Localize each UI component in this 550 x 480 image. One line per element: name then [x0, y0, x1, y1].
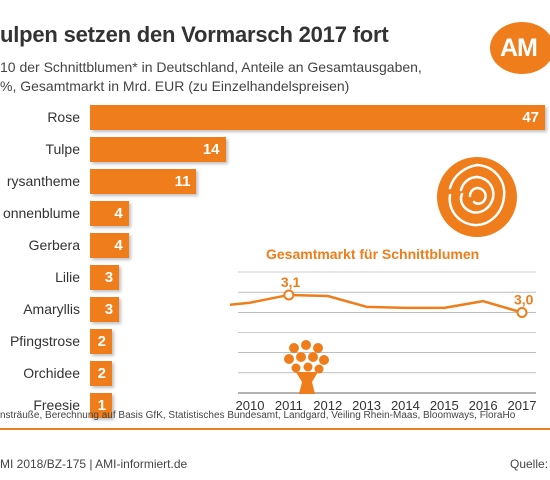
x-tick-label: 2015 [430, 398, 459, 413]
bar-label: Rose [47, 109, 80, 125]
bar-value-label: 47 [522, 109, 539, 126]
footer-source-label: Quelle: [510, 457, 549, 471]
x-tick-label: 2010 [236, 398, 265, 413]
data-point [516, 307, 528, 319]
bouquet-icon [284, 340, 329, 394]
x-tick-label: 2016 [469, 398, 498, 413]
bar: 11 [90, 169, 197, 194]
line-chart: 2010 2011 2012 2013 2014 2015 2016 2017 3,1 3,0 [230, 271, 537, 413]
source-note: nsträuße, Berechnung auf Basis GfK, Stat… [0, 410, 516, 421]
bar-label: Lilie [55, 269, 80, 285]
bar: 3 [90, 265, 120, 290]
data-label: 3,0 [514, 292, 534, 308]
bar-label: Orchidee [23, 365, 80, 381]
bar-label: Tulpe [45, 141, 80, 157]
bar-value-label: 4 [114, 205, 123, 222]
bar-label: Pfingstrose [9, 333, 80, 349]
bar-label: Freesie [33, 397, 80, 413]
bar-label: Gerbera [28, 237, 80, 253]
bar: 3 [90, 297, 120, 322]
series-line [230, 293, 523, 314]
bar-value-label: 3 [104, 269, 114, 286]
bar-value-label: 2 [97, 365, 106, 382]
bar-value-label: 3 [104, 301, 114, 318]
inset-chart-title: Gesamtmarkt für Schnittblumen [266, 246, 480, 262]
footer-code: MI 2018/BZ-175 | AMI-informiert.de [0, 457, 188, 471]
bar: 1 [90, 393, 112, 418]
bar: 4 [90, 233, 129, 258]
bar: 14 [90, 137, 226, 162]
x-tick-label: 2014 [391, 398, 420, 413]
bar-value-label: 2 [97, 333, 106, 350]
x-tick-label: 2013 [352, 398, 381, 413]
bar-label: Amaryllis [23, 301, 80, 317]
bar-value-label: 11 [174, 173, 191, 190]
subtitle-line-1: 10 der Schnittblumen* in Deutschland, An… [0, 59, 422, 75]
data-point [283, 289, 295, 301]
x-tick-label: 2012 [313, 398, 342, 413]
bar: 4 [90, 201, 129, 226]
bar-label: onnenblume [2, 205, 80, 221]
footer-divider [0, 428, 550, 430]
bar-value-label: 1 [97, 397, 106, 414]
x-tick-label: 2017 [508, 398, 537, 413]
bar-value-label: 4 [114, 237, 123, 254]
bar: 2 [90, 329, 112, 354]
data-label: 3,1 [281, 274, 301, 290]
page-title: ulpen setzen den Vormarsch 2017 fort [0, 22, 389, 47]
subtitle-line-2: %, Gesamtmarkt in Mrd. EUR (zu Einzelhan… [0, 78, 350, 94]
ami-logo: AM [490, 22, 550, 74]
rose-icon [437, 157, 517, 237]
bar: 2 [90, 361, 112, 386]
x-tick-label: 2011 [275, 398, 303, 413]
logo-text: AM [500, 34, 538, 62]
bar-label: rysantheme [6, 173, 80, 189]
bar: 47 [90, 105, 545, 130]
bar-value-label: 14 [202, 141, 220, 158]
